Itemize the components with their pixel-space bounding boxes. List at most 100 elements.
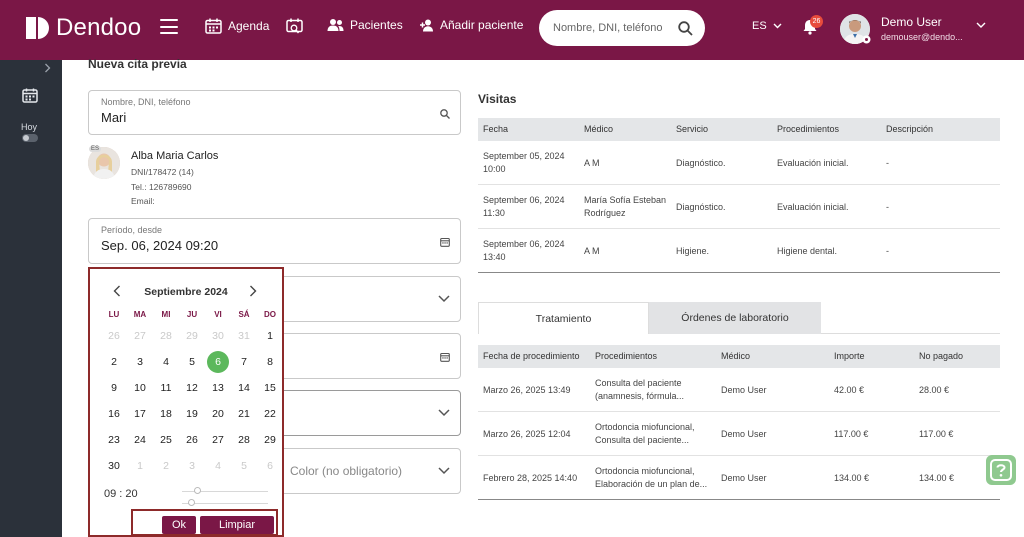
day-cell[interactable]: 22 [264,408,276,420]
global-search-input[interactable] [553,22,673,34]
day-cell[interactable]: 11 [160,382,172,394]
search-icon[interactable] [440,109,450,119]
appointment-icon [286,18,303,34]
day-cell[interactable]: 12 [186,382,198,394]
day-cell[interactable]: 28 [160,330,172,342]
ok-button[interactable]: Ok [162,516,196,534]
treatment-column-header: Procedimientos [595,351,658,361]
visits-cell: Evaluación inicial. [777,201,849,212]
day-cell-selected[interactable]: 6 [207,351,229,373]
chevron-down-icon[interactable] [976,22,986,29]
weekday-label: VI [214,310,222,319]
language-selector[interactable]: ES [752,20,782,32]
today-label: Hoy [21,122,38,132]
day-cell[interactable]: 30 [108,460,120,472]
day-cell[interactable]: 5 [189,356,195,368]
tab-tratamiento[interactable]: Tratamiento [478,302,649,334]
day-cell[interactable]: 6 [267,460,273,472]
treatment-row[interactable] [478,412,1000,456]
day-cell[interactable]: 2 [163,460,169,472]
day-cell[interactable]: 19 [186,408,198,420]
nav-agenda[interactable]: Agenda [205,18,269,34]
visits-cell: - [886,201,889,212]
visits-row[interactable] [478,141,1000,185]
day-cell[interactable]: 30 [212,330,224,342]
day-cell[interactable]: 5 [241,460,247,472]
today-toggle[interactable] [22,134,38,142]
period-from-field[interactable]: Período, desde Sep. 06, 2024 09:20 [88,218,461,264]
chevron-left-icon[interactable] [113,285,121,297]
date-picker-actions: Ok Limpiar [131,509,278,536]
calendar-icon[interactable] [440,237,450,247]
day-cell[interactable]: 3 [137,356,143,368]
day-cell[interactable]: 9 [111,382,117,394]
day-cell[interactable]: 21 [238,408,250,420]
day-cell[interactable]: 3 [189,460,195,472]
time-value[interactable]: 09 : 20 [104,488,138,500]
day-cell[interactable]: 14 [238,382,250,394]
minute-slider-handle[interactable] [188,499,195,506]
day-cell[interactable]: 26 [186,434,198,446]
menu-toggle-button[interactable] [160,19,178,34]
day-cell[interactable]: 10 [134,382,146,394]
visits-cell: Evaluación inicial. [777,157,849,168]
patient-phone: Tel.: 126789690 [131,182,192,192]
treatment-cell: Demo User [721,428,767,439]
day-cell[interactable]: 18 [160,408,172,420]
visits-row[interactable] [478,229,1000,273]
treatment-cell: Marzo 26, 2025 12:04 [483,428,571,439]
day-cell[interactable]: 29 [186,330,198,342]
chevron-right-icon[interactable] [44,63,51,73]
day-cell[interactable]: 24 [134,434,146,446]
patient-name[interactable]: Alba Maria Carlos [131,150,219,162]
app-logo[interactable]: Dendoo [24,14,141,42]
day-cell[interactable]: 28 [238,434,250,446]
treatment-row[interactable] [478,368,1000,412]
day-cell[interactable]: 16 [108,408,120,420]
period-from-label: Período, desde [101,225,163,235]
day-cell[interactable]: 26 [108,330,120,342]
help-button[interactable] [986,455,1016,485]
nav-pacientes[interactable]: Pacientes [327,18,403,32]
hour-slider-track[interactable] [182,491,268,492]
day-cell[interactable]: 4 [163,356,169,368]
visits-cell: A M [584,245,600,256]
day-cell[interactable]: 13 [212,382,224,394]
visits-column-header: Fecha [483,124,509,134]
calendar-icon[interactable] [440,352,450,362]
language-label: ES [752,20,767,32]
day-cell[interactable]: 4 [215,460,221,472]
nav-add-patient[interactable]: Añadir paciente [420,18,523,32]
page-title: Nueva cita previa [88,57,187,71]
day-cell[interactable]: 29 [264,434,276,446]
day-cell[interactable]: 8 [267,356,273,368]
day-cell[interactable]: 27 [212,434,224,446]
day-cell[interactable]: 1 [267,330,273,342]
day-cell[interactable]: 15 [264,382,276,394]
day-cell[interactable]: 31 [238,330,250,342]
day-cell[interactable]: 23 [108,434,120,446]
visits-cell: A M [584,157,600,168]
minute-slider-track[interactable] [182,503,268,504]
day-cell[interactable]: 17 [134,408,146,420]
weekday-label: DO [264,310,276,319]
treatment-row[interactable] [478,456,1000,500]
calendar-icon[interactable] [22,88,38,103]
day-cell[interactable]: 2 [111,356,117,368]
day-cell[interactable]: 27 [134,330,146,342]
weekday-label: MI [161,310,171,319]
chevron-right-icon[interactable] [249,285,257,297]
day-cell[interactable]: 7 [241,356,247,368]
patient-search-field[interactable]: Nombre, DNI, teléfono Mari [88,90,461,135]
hour-slider-handle[interactable] [194,487,201,494]
day-cell[interactable]: 20 [212,408,224,420]
patient-dni: DNI/178472 (14) [131,167,194,177]
day-cell[interactable]: 1 [137,460,143,472]
top-navigation-bar: Dendoo Agenda Pacientes Añadir paciente … [0,0,1024,60]
nav-appointments[interactable] [286,18,303,35]
day-cell[interactable]: 25 [160,434,172,446]
tab-ordenes-laboratorio[interactable]: Órdenes de laboratorio [649,302,821,334]
clear-button[interactable]: Limpiar [200,516,274,534]
visits-row[interactable] [478,185,1000,229]
search-icon[interactable] [678,21,693,36]
